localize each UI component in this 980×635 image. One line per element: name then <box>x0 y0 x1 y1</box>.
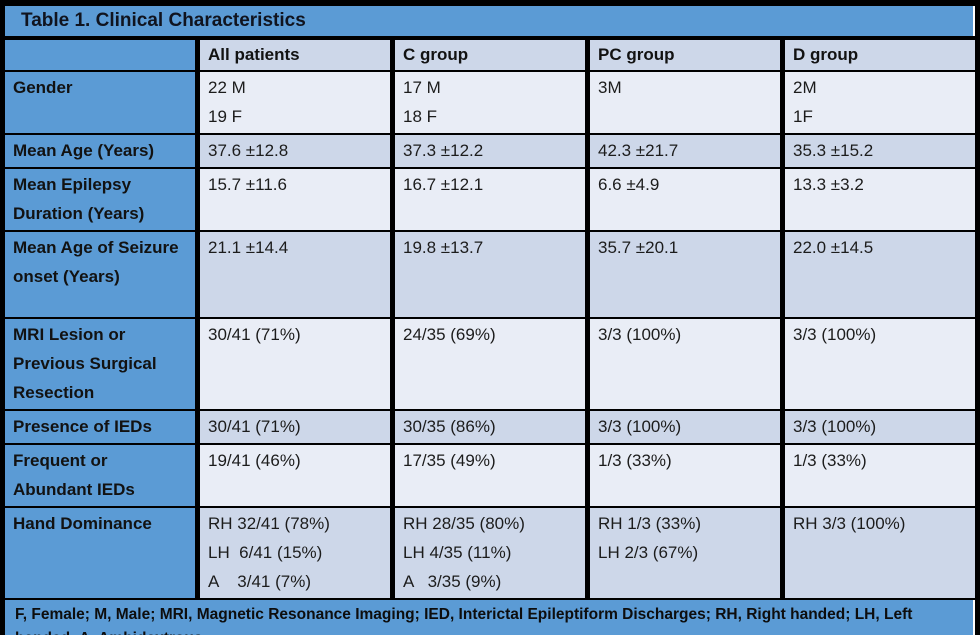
table-row: Mean Age (Years) 37.6 ±12.8 37.3 ±12.2 4… <box>5 135 975 167</box>
row-label-hand-dominance: Hand Dominance <box>5 508 195 598</box>
cell-value: 17 M 18 F <box>395 72 585 133</box>
cell-value: 3M <box>590 72 780 133</box>
header-corner-cell <box>5 40 195 70</box>
column-header-pc-group: PC group <box>590 40 780 70</box>
cell-value: 19/41 (46%) <box>200 445 390 506</box>
cell-value: 1/3 (33%) <box>785 445 975 506</box>
table-row: Presence of IEDs 30/41 (71%) 30/35 (86%)… <box>5 411 975 443</box>
cell-value: 42.3 ±21.7 <box>590 135 780 167</box>
cell-value: 15.7 ±11.6 <box>200 169 390 230</box>
cell-value: 1/3 (33%) <box>590 445 780 506</box>
table-row: Gender 22 M 19 F 17 M 18 F 3M 2M 1F <box>5 72 975 133</box>
cell-value: 30/41 (71%) <box>200 319 390 409</box>
cell-value: 13.3 ±3.2 <box>785 169 975 230</box>
cell-value: 30/35 (86%) <box>395 411 585 443</box>
cell-value: RH 3/3 (100%) <box>785 508 975 598</box>
cell-value: 3/3 (100%) <box>590 319 780 409</box>
table-row: Hand Dominance RH 32/41 (78%) LH 6/41 (1… <box>5 508 975 598</box>
column-header-c-group: C group <box>395 40 585 70</box>
cell-value: 17/35 (49%) <box>395 445 585 506</box>
row-label-mean-age: Mean Age (Years) <box>5 135 195 167</box>
table-row: Mean Epilepsy Duration (Years) 15.7 ±11.… <box>5 169 975 230</box>
table-row: MRI Lesion or Previous Surgical Resectio… <box>5 319 975 409</box>
cell-value: 2M 1F <box>785 72 975 133</box>
row-label-seizure-onset: Mean Age of Seizure onset (Years) <box>5 232 195 317</box>
cell-value: 19.8 ±13.7 <box>395 232 585 317</box>
cell-value: 37.6 ±12.8 <box>200 135 390 167</box>
table-row: Frequent or Abundant IEDs 19/41 (46%) 17… <box>5 445 975 506</box>
table-header-row: All patients C group PC group D group <box>5 40 975 70</box>
cell-value: 22.0 ±14.5 <box>785 232 975 317</box>
row-label-frequent-ieds: Frequent or Abundant IEDs <box>5 445 195 506</box>
row-label-gender: Gender <box>5 72 195 133</box>
cell-value: RH 32/41 (78%) LH 6/41 (15%) A 3/41 (7%) <box>200 508 390 598</box>
cell-value: 21.1 ±14.4 <box>200 232 390 317</box>
table-title: Table 1. Clinical Characteristics <box>5 6 975 36</box>
cell-value: 24/35 (69%) <box>395 319 585 409</box>
column-header-all-patients: All patients <box>200 40 390 70</box>
row-label-presence-ieds: Presence of IEDs <box>5 411 195 443</box>
cell-value: 35.7 ±20.1 <box>590 232 780 317</box>
cell-value: 3/3 (100%) <box>785 411 975 443</box>
clinical-characteristics-table: Table 1. Clinical Characteristics All pa… <box>5 6 975 635</box>
cell-value: 3/3 (100%) <box>590 411 780 443</box>
cell-value: 6.6 ±4.9 <box>590 169 780 230</box>
cell-value: 37.3 ±12.2 <box>395 135 585 167</box>
row-label-mri-lesion: MRI Lesion or Previous Surgical Resectio… <box>5 319 195 409</box>
cell-value: RH 1/3 (33%) LH 2/3 (67%) <box>590 508 780 598</box>
table-row: Mean Age of Seizure onset (Years) 21.1 ±… <box>5 232 975 317</box>
row-label-epilepsy-duration: Mean Epilepsy Duration (Years) <box>5 169 195 230</box>
cell-value: 22 M 19 F <box>200 72 390 133</box>
cell-value: 16.7 ±12.1 <box>395 169 585 230</box>
table-footnote: F, Female; M, Male; MRI, Magnetic Resona… <box>5 600 975 635</box>
cell-value: RH 28/35 (80%) LH 4/35 (11%) A 3/35 (9%) <box>395 508 585 598</box>
cell-value: 3/3 (100%) <box>785 319 975 409</box>
cell-value: 35.3 ±15.2 <box>785 135 975 167</box>
cell-value: 30/41 (71%) <box>200 411 390 443</box>
column-header-d-group: D group <box>785 40 975 70</box>
